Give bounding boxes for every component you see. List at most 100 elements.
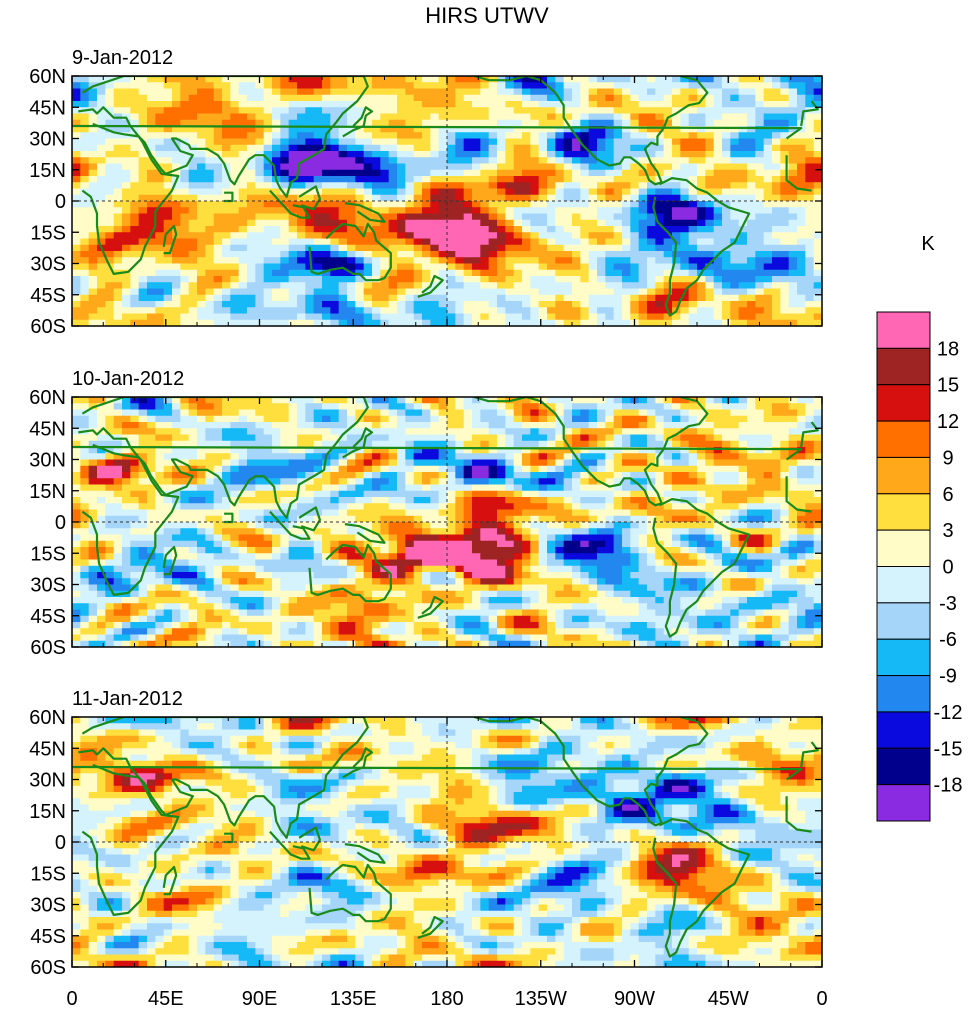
- heatmap-cell: [505, 251, 514, 258]
- heatmap-cell: [780, 139, 789, 146]
- heatmap-cell: [105, 170, 114, 177]
- heatmap-cell: [780, 245, 789, 252]
- heatmap-cell: [597, 232, 606, 239]
- heatmap-cell: [130, 101, 139, 108]
- heatmap-cell: [755, 307, 764, 314]
- heatmap-cell: [722, 176, 731, 183]
- heatmap-cell: [422, 416, 431, 423]
- heatmap-cell: [539, 245, 548, 252]
- heatmap-cell: [389, 182, 398, 189]
- heatmap-cell: [289, 289, 298, 296]
- heatmap-cell: [330, 282, 339, 289]
- heatmap-cell: [722, 289, 731, 296]
- heatmap-cell: [322, 472, 331, 479]
- heatmap-cell: [372, 151, 381, 158]
- heatmap-cell: [247, 257, 256, 264]
- heatmap-cell: [580, 453, 589, 460]
- heatmap-cell: [639, 295, 648, 302]
- heatmap-cell: [439, 307, 448, 314]
- heatmap-cell: [130, 289, 139, 296]
- heatmap-cell: [472, 182, 481, 189]
- heatmap-cell: [547, 276, 556, 283]
- heatmap-cell: [247, 282, 256, 289]
- heatmap-cell: [355, 307, 364, 314]
- heatmap-cell: [97, 295, 106, 302]
- heatmap-cell: [322, 151, 331, 158]
- heatmap-cell: [147, 139, 156, 146]
- heatmap-cell: [380, 170, 389, 177]
- heatmap-cell: [480, 182, 489, 189]
- heatmap-cell: [405, 95, 414, 102]
- heatmap-cell: [164, 282, 173, 289]
- heatmap-cell: [389, 107, 398, 114]
- heatmap-cell: [239, 239, 248, 246]
- heatmap-cell: [647, 276, 656, 283]
- heatmap-cell: [522, 295, 531, 302]
- heatmap-cell: [805, 120, 814, 127]
- heatmap-cell: [114, 107, 123, 114]
- heatmap-cell: [455, 435, 464, 442]
- heatmap-cell: [789, 301, 798, 308]
- heatmap-cell: [189, 264, 198, 271]
- heatmap-cell: [455, 264, 464, 271]
- heatmap-cell: [147, 307, 156, 314]
- heatmap-cell: [739, 164, 748, 171]
- heatmap-cell: [589, 282, 598, 289]
- heatmap-cell: [122, 182, 131, 189]
- heatmap-cell: [414, 422, 423, 429]
- heatmap-cell: [405, 145, 414, 152]
- heatmap-cell: [372, 435, 381, 442]
- heatmap-cell: [572, 251, 581, 258]
- heatmap-cell: [372, 201, 381, 208]
- heatmap-cell: [255, 289, 264, 296]
- heatmap-cell: [172, 107, 181, 114]
- heatmap-cell: [114, 239, 123, 246]
- heatmap-cell: [414, 460, 423, 467]
- heatmap-cell: [505, 232, 514, 239]
- heatmap-cell: [797, 239, 806, 246]
- heatmap-cell: [147, 282, 156, 289]
- heatmap-cell: [430, 441, 439, 448]
- heatmap-cell: [314, 214, 323, 221]
- heatmap-cell: [314, 416, 323, 423]
- heatmap-cell: [389, 416, 398, 423]
- heatmap-cell: [114, 232, 123, 239]
- heatmap-cell: [330, 170, 339, 177]
- heatmap-cell: [489, 270, 498, 277]
- heatmap-cell: [430, 182, 439, 189]
- heatmap-cell: [380, 428, 389, 435]
- heatmap-cell: [730, 257, 739, 264]
- heatmap-cell: [797, 101, 806, 108]
- heatmap-cell: [764, 207, 773, 214]
- heatmap-cell: [214, 232, 223, 239]
- heatmap-cell: [605, 270, 614, 277]
- heatmap-cell: [539, 120, 548, 127]
- heatmap-cell: [205, 282, 214, 289]
- heatmap-cell: [197, 220, 206, 227]
- heatmap-cell: [122, 107, 131, 114]
- heatmap-cell: [772, 251, 781, 258]
- heatmap-cell: [497, 282, 506, 289]
- heatmap-cell: [122, 145, 131, 152]
- heatmap-cell: [322, 182, 331, 189]
- heatmap-cell: [89, 314, 98, 321]
- heatmap-cell: [530, 307, 539, 314]
- heatmap-cell: [130, 403, 139, 410]
- heatmap-cell: [114, 201, 123, 208]
- heatmap-cell: [697, 214, 706, 221]
- heatmap-cell: [97, 95, 106, 102]
- heatmap-cell: [672, 120, 681, 127]
- heatmap-cell: [680, 239, 689, 246]
- heatmap-cell: [414, 397, 423, 404]
- heatmap-cell: [147, 257, 156, 264]
- heatmap-cell: [330, 307, 339, 314]
- heatmap-cell: [789, 214, 798, 221]
- heatmap-cell: [389, 403, 398, 410]
- heatmap-cell: [289, 95, 298, 102]
- heatmap-cell: [155, 422, 164, 429]
- heatmap-cell: [280, 276, 289, 283]
- heatmap-cell: [530, 189, 539, 196]
- heatmap-cell: [155, 251, 164, 258]
- heatmap-cell: [680, 182, 689, 189]
- heatmap-cell: [422, 307, 431, 314]
